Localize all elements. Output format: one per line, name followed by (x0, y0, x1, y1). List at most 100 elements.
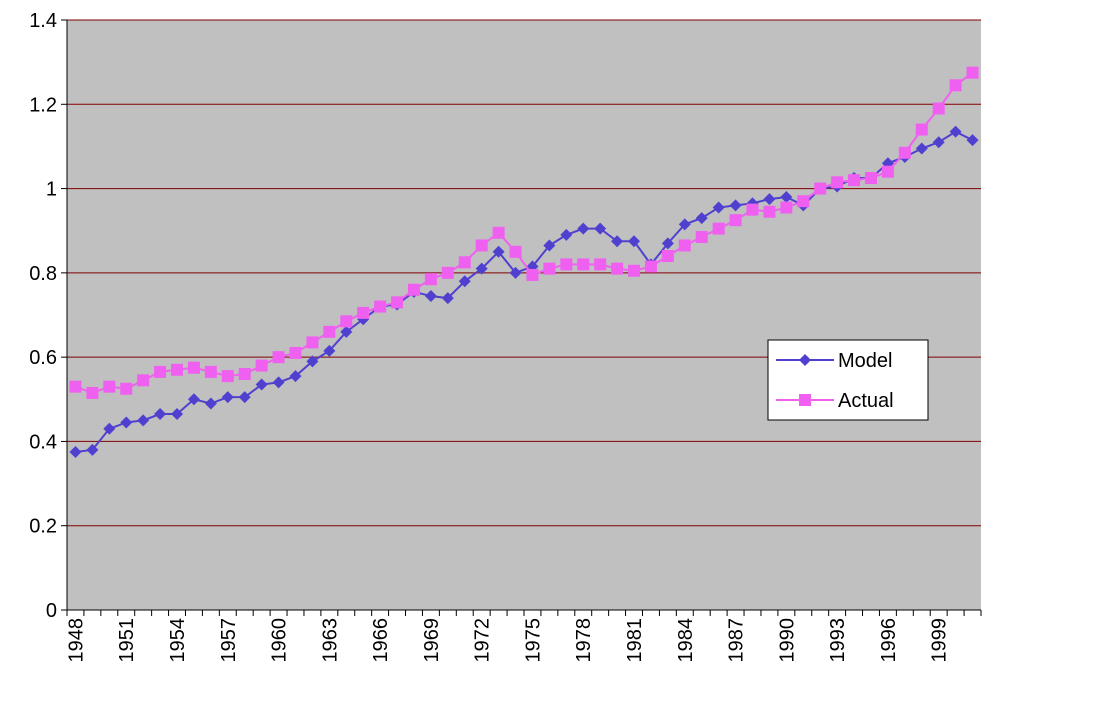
data-point (949, 125, 962, 138)
data-point (594, 258, 607, 271)
data-point (154, 365, 167, 378)
data-point (323, 344, 336, 357)
data-point (560, 228, 573, 241)
data-point (289, 346, 302, 359)
y-tick-label: 1 (46, 179, 57, 201)
legend-box (767, 339, 929, 421)
data-point (746, 203, 759, 216)
x-tick-label: 1966 (370, 618, 392, 663)
x-tick-label: 1996 (878, 618, 900, 663)
data-point (628, 235, 641, 248)
data-point (594, 222, 607, 235)
data-point (526, 268, 539, 281)
data-point (103, 380, 116, 393)
y-tick-label: 0.2 (29, 516, 57, 538)
x-tick-label: 1999 (929, 618, 951, 663)
data-point (881, 165, 894, 178)
data-point (577, 258, 590, 271)
data-point (644, 260, 657, 273)
data-point (187, 393, 200, 406)
data-point (221, 391, 234, 404)
data-point (729, 199, 742, 212)
data-point (120, 382, 133, 395)
data-point (238, 368, 251, 380)
data-point (340, 315, 353, 328)
y-tick-label: 0.8 (29, 263, 57, 285)
y-tick-label: 1.4 (29, 10, 57, 32)
data-point (915, 142, 928, 155)
data-point (560, 258, 573, 271)
data-point (475, 262, 488, 275)
plot-area (67, 20, 981, 610)
x-tick-label: 1969 (421, 618, 443, 663)
data-point (289, 370, 302, 383)
data-point (492, 226, 505, 239)
y-tick-label: 0.4 (29, 431, 57, 453)
data-point (458, 256, 471, 269)
data-point (780, 201, 793, 214)
x-tick-label: 1972 (472, 618, 494, 663)
legend: Model Actual (767, 339, 929, 421)
y-tick-label: 0.6 (29, 347, 57, 369)
data-point (323, 325, 336, 338)
data-point (661, 250, 674, 262)
data-point (712, 222, 725, 235)
x-tick-label: 1963 (319, 618, 341, 663)
x-tick-label: 1954 (167, 618, 189, 663)
data-point (357, 306, 370, 319)
data-point (374, 300, 387, 313)
data-point (238, 391, 251, 404)
x-tick-label: 1978 (573, 618, 595, 663)
data-point (611, 235, 624, 248)
legend-label: Model (838, 350, 892, 372)
data-point (814, 182, 827, 195)
data-point (204, 365, 217, 378)
data-point (187, 361, 200, 374)
data-point (424, 273, 437, 286)
data-point (137, 374, 150, 387)
data-point (171, 408, 184, 421)
data-point (797, 195, 810, 208)
data-point (898, 146, 911, 159)
data-point (932, 102, 945, 115)
data-point (763, 193, 776, 206)
x-tick-label: 1951 (116, 618, 138, 663)
x-tick-label: 1960 (269, 618, 291, 663)
data-point (441, 292, 454, 305)
data-point (120, 416, 133, 429)
data-point (678, 239, 691, 252)
data-point (695, 231, 708, 244)
data-point (69, 445, 82, 458)
data-point (255, 378, 268, 391)
x-tick-label: 1984 (675, 618, 697, 663)
y-tick-label: 0 (46, 600, 57, 622)
data-point (628, 264, 641, 277)
data-point (221, 370, 234, 383)
x-tick-label: 1975 (522, 618, 544, 663)
data-point (695, 212, 708, 225)
data-point (154, 408, 167, 421)
data-point (492, 245, 505, 258)
data-point (831, 176, 844, 189)
data-point (848, 174, 861, 187)
x-tick-label: 1993 (827, 618, 849, 663)
data-point (763, 205, 776, 218)
data-point (441, 266, 454, 279)
x-tick-label: 1990 (776, 618, 798, 663)
data-point (272, 376, 285, 389)
data-point (272, 351, 285, 364)
x-tick-label: 1957 (218, 618, 240, 663)
legend-label: Actual (838, 390, 894, 412)
data-point (949, 79, 962, 92)
data-point (255, 359, 268, 372)
data-point (729, 214, 742, 227)
y-tick-label: 1.2 (29, 94, 57, 116)
data-point (458, 275, 471, 288)
data-point (306, 336, 319, 349)
data-point (932, 136, 945, 149)
data-point (391, 296, 404, 309)
data-point (661, 237, 674, 250)
data-point (966, 66, 979, 79)
data-point (966, 134, 979, 147)
